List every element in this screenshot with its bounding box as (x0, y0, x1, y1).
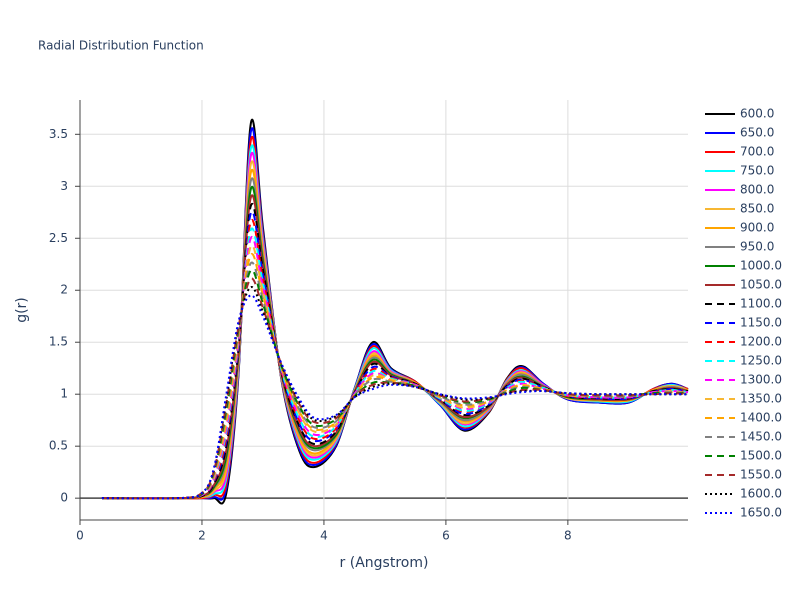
y-tick-label: 0 (60, 491, 68, 505)
x-tick-label: 4 (320, 529, 328, 543)
line (101, 194, 689, 500)
legend-label: 1650.0 (740, 506, 782, 520)
line (101, 210, 689, 500)
line (101, 177, 689, 500)
line (101, 269, 688, 500)
line (101, 168, 689, 500)
line (101, 136, 689, 500)
legend-label: 650.0 (740, 126, 774, 140)
legend-label: 750.0 (740, 164, 774, 178)
line (101, 235, 689, 500)
legend-label: 1350.0 (740, 392, 782, 406)
x-tick-label: 0 (76, 529, 84, 543)
line (101, 294, 688, 500)
chart-title: Radial Distribution Function (38, 39, 204, 53)
line (101, 144, 689, 500)
y-tick-label: 1.5 (49, 335, 68, 349)
legend-label: 800.0 (740, 183, 774, 197)
legend-label: 1500.0 (740, 449, 782, 463)
x-tick-label: 6 (442, 529, 450, 543)
y-axis-title: g(r) (14, 297, 30, 323)
legend-label: 1450.0 (740, 430, 782, 444)
y-tick-label: 0.5 (49, 439, 68, 453)
line (101, 227, 689, 500)
y-tick-label: 2.5 (49, 231, 68, 245)
legend-label: 700.0 (740, 145, 774, 159)
y-tick-label: 1 (60, 387, 68, 401)
line (101, 286, 688, 500)
legend-label: 1600.0 (740, 487, 782, 501)
legend-label: 1300.0 (740, 373, 782, 387)
legend-label: 1400.0 (740, 411, 782, 425)
legend-label: 950.0 (740, 240, 774, 254)
legend-label: 900.0 (740, 221, 774, 235)
legend-label: 1050.0 (740, 278, 782, 292)
y-tick-label: 2 (60, 283, 68, 297)
line (101, 127, 689, 501)
legend-label: 1150.0 (740, 316, 782, 330)
legend-label: 1100.0 (740, 297, 782, 311)
legend-label: 1250.0 (740, 354, 782, 368)
x-axis-title: r (Angstrom) (340, 555, 429, 571)
legend-label: 1550.0 (740, 468, 782, 482)
legend-label: 1200.0 (740, 335, 782, 349)
y-tick-label: 3.5 (49, 127, 68, 141)
x-tick-label: 8 (564, 529, 572, 543)
legend-label: 850.0 (740, 202, 774, 216)
y-tick-label: 3 (60, 179, 68, 193)
line (101, 160, 689, 500)
x-tick-label: 2 (198, 529, 206, 543)
legend-label: 600.0 (740, 107, 774, 121)
line (101, 277, 689, 500)
line (101, 218, 689, 500)
legend-label: 1000.0 (740, 259, 782, 273)
line (101, 202, 689, 500)
